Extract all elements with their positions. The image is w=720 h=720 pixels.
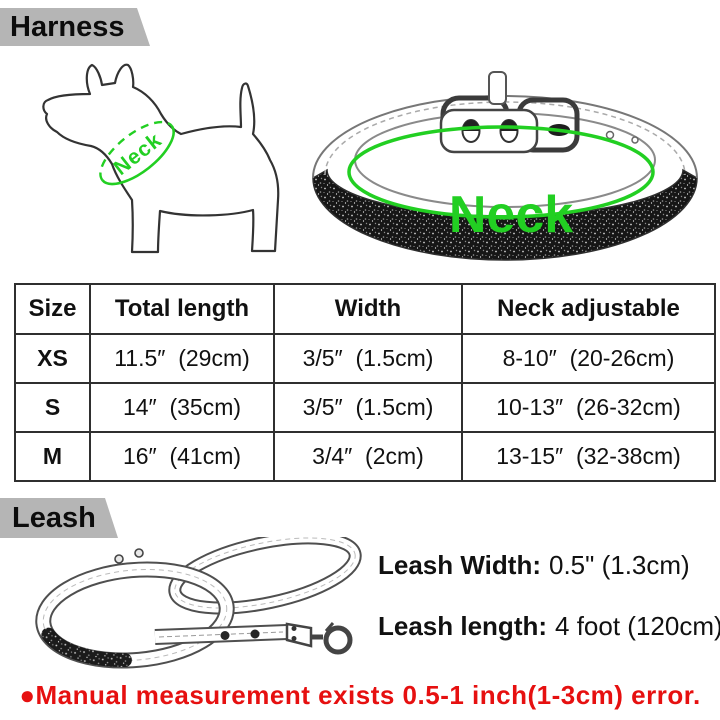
leash-snap-hook <box>285 622 353 655</box>
cell-neck-adjustable: 13-15″ (32-38cm) <box>461 431 716 482</box>
harness-banner-label: Harness <box>10 10 125 43</box>
leash-section-banner: Leash <box>0 498 118 538</box>
cell-size: XS <box>14 333 91 384</box>
cell-neck-adjustable: 10-13″ (26-32cm) <box>461 382 716 433</box>
cell-width: 3/4″ (2cm) <box>273 431 463 482</box>
cell-size: M <box>14 431 91 482</box>
header-total-length: Total length <box>89 283 275 335</box>
leash-strap <box>154 624 288 645</box>
header-neck-adjustable: Neck adjustable <box>461 283 716 335</box>
leash-length-value: 4 foot (120cm) <box>555 611 720 641</box>
header-size: Size <box>14 283 91 335</box>
measurement-disclaimer: ●Manual measurement exists 0.5-1 inch(1-… <box>19 680 701 710</box>
cell-size: S <box>14 382 91 433</box>
leash-width-value: 0.5" (1.3cm) <box>548 550 690 580</box>
header-width: Width <box>273 283 463 335</box>
leash-handle-rivets <box>114 548 144 564</box>
cell-neck-adjustable: 8-10″ (20-26cm) <box>461 333 716 384</box>
collar-buckle <box>439 71 639 154</box>
collar-drawing: Neck <box>312 71 698 261</box>
leash-width-spec: Leash Width: 0.5" (1.3cm) <box>378 550 690 581</box>
collar-neck-measure-ellipse <box>347 125 655 219</box>
table-row-s: S 14″ (35cm) 3/5″ (1.5cm) 10-13″ (26-32c… <box>14 382 716 433</box>
table-row-m: M 16″ (41cm) 3/4″ (2cm) 13-15″ (32-38cm) <box>14 431 716 482</box>
cell-width: 3/5″ (1.5cm) <box>273 333 463 384</box>
leash-coil-loop <box>35 561 235 669</box>
table-row-xs: XS 11.5″ (29cm) 3/5″ (1.5cm) 8-10″ (20-2… <box>14 333 716 384</box>
leash-length-spec: Leash length: 4 foot (120cm) <box>378 611 720 642</box>
collar-neck-label: Neck <box>449 186 573 244</box>
table-header-row: Size Total length Width Neck adjustable <box>14 283 716 335</box>
leash-banner-label: Leash <box>12 501 96 534</box>
leash-glitter-segment <box>41 627 132 668</box>
dog-outline-drawing: Neck <box>42 63 280 254</box>
leash-handle-loop <box>168 537 362 615</box>
leash-length-label: Leash length: <box>378 611 548 641</box>
cell-total-length: 11.5″ (29cm) <box>89 333 275 384</box>
cell-total-length: 16″ (41cm) <box>89 431 275 482</box>
harness-section-banner: Harness <box>0 8 150 46</box>
size-chart-table: Size Total length Width Neck adjustable … <box>14 283 716 482</box>
leash-drawing <box>35 537 362 669</box>
cell-width: 3/5″ (1.5cm) <box>273 382 463 433</box>
leash-width-label: Leash Width: <box>378 550 541 580</box>
cell-total-length: 14″ (35cm) <box>89 382 275 433</box>
